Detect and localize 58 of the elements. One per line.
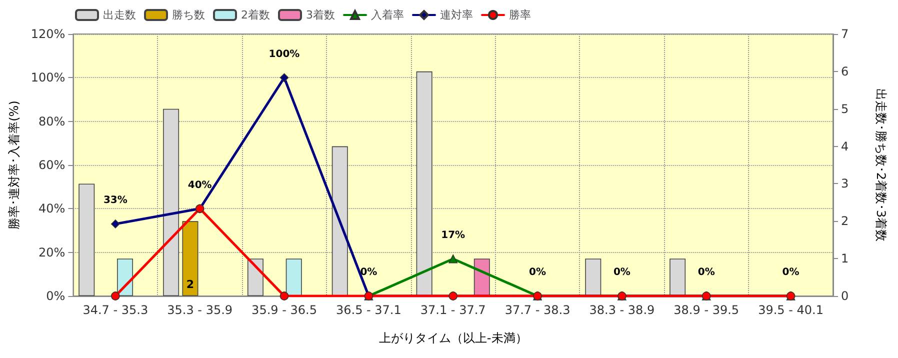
- data-label: 100%: [268, 48, 300, 60]
- point: [280, 292, 289, 300]
- data-label: 0%: [613, 267, 630, 278]
- bar: [182, 221, 198, 296]
- bar: [163, 108, 180, 296]
- legend-label: 勝ち数: [172, 8, 205, 22]
- legend-label: 3着数: [306, 8, 335, 22]
- bar: [247, 258, 264, 296]
- x-tick-label: 35.9 - 36.5: [252, 303, 317, 317]
- y2-tick-label: 6: [841, 64, 849, 78]
- x-tick-label: 35.3 - 35.9: [167, 303, 233, 317]
- y-tick-label: 120%: [30, 27, 66, 41]
- data-label: 33%: [103, 195, 128, 206]
- y-tick-label: 100%: [30, 70, 66, 85]
- y-tick-label: 60%: [38, 158, 66, 172]
- bar: [670, 258, 686, 296]
- x-tick-label: 36.5 - 37.1: [336, 303, 402, 317]
- point: [448, 254, 458, 264]
- legend-label: 入着率: [370, 8, 404, 22]
- bar: [286, 258, 302, 296]
- point: [280, 73, 289, 82]
- data-label: 2: [186, 278, 194, 291]
- legend-label: 出走数: [103, 8, 136, 22]
- data-label: 0%: [782, 267, 800, 278]
- y2-tick-label: 5: [841, 102, 849, 116]
- y2-tick-label: 7: [841, 27, 849, 41]
- data-label: 0%: [360, 267, 378, 278]
- data-label: 0%: [529, 267, 546, 278]
- point: [111, 220, 120, 228]
- bar: [332, 146, 348, 296]
- bar: [78, 184, 95, 296]
- y2-tick-label: 2: [841, 214, 849, 228]
- x-tick-label: 39.5 - 40.1: [758, 303, 824, 317]
- y-tick-label: 0%: [46, 289, 66, 303]
- x-tick-label: 37.1 - 37.7: [420, 303, 486, 317]
- y2-tick-label: 3: [841, 176, 849, 191]
- y-tick-label: 40%: [38, 202, 66, 216]
- legend-label: 2着数: [241, 8, 270, 22]
- y-axis-title: 勝率･連対率･入着率(%): [7, 100, 21, 230]
- y-tick-label: 80%: [38, 114, 66, 128]
- legend-label: 勝率: [508, 8, 531, 22]
- x-tick-label: 37.7 - 38.3: [504, 303, 570, 317]
- y2-axis-title: 出走数･勝ち数･2着数･3着数: [874, 88, 888, 242]
- point: [111, 292, 120, 300]
- y-tick-label: 20%: [38, 245, 66, 260]
- legend-label: 連対率: [440, 8, 473, 22]
- data-label: 17%: [441, 230, 466, 241]
- x-tick-label: 38.3 - 38.9: [589, 303, 655, 317]
- bar: [416, 71, 432, 296]
- data-label: 0%: [698, 267, 715, 278]
- bar: [585, 258, 602, 296]
- y2-tick-label: 4: [841, 139, 849, 154]
- y2-tick-label: 0: [841, 289, 849, 303]
- x-tick-label: 34.7 - 35.3: [82, 303, 148, 317]
- y2-tick-label: 1: [841, 252, 849, 266]
- x-tick-label: 38.9 - 39.5: [674, 303, 740, 317]
- x-axis-title: 上がりタイム（以上-未満）: [378, 331, 528, 345]
- data-label: 40%: [188, 180, 212, 191]
